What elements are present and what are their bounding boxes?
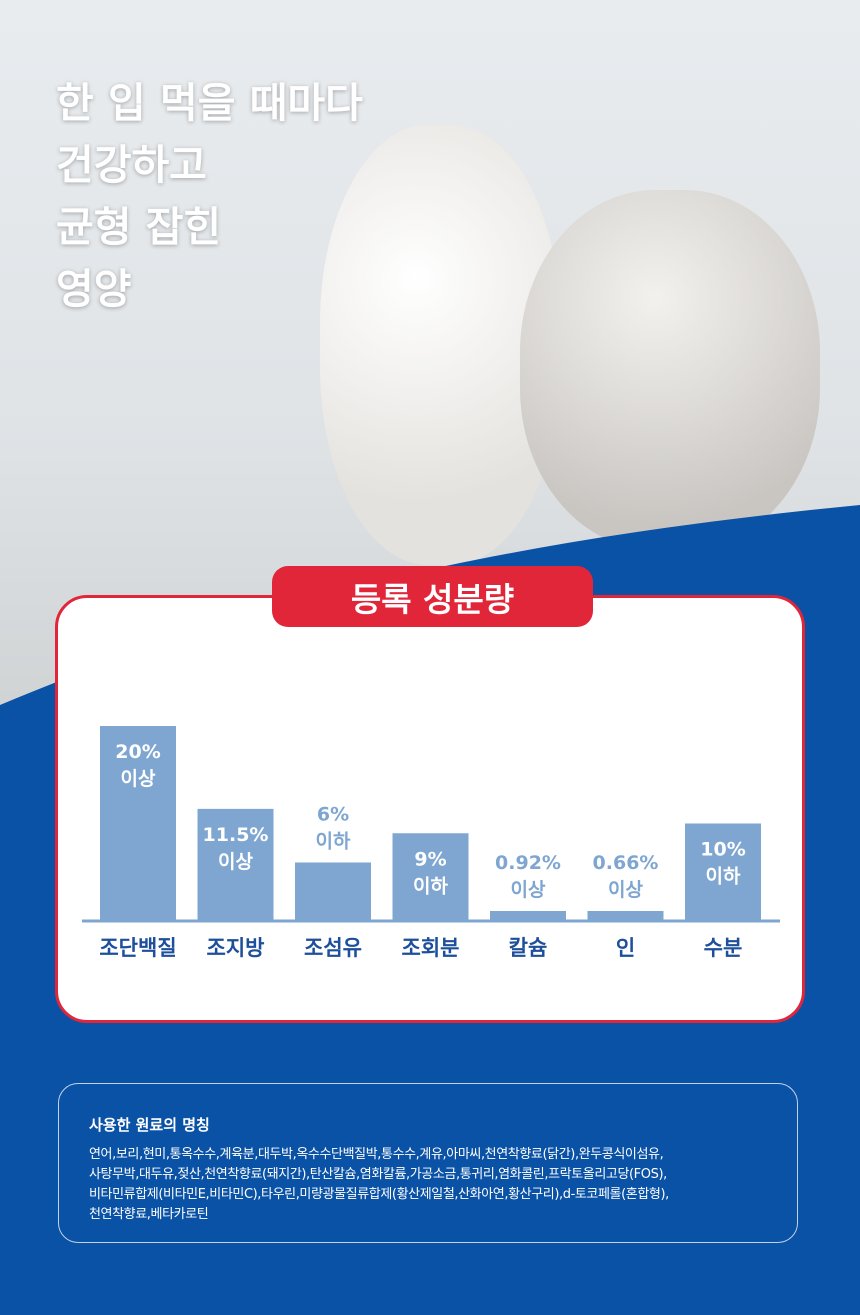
ingredients-line: 연어,보리,현미,통옥수수,계육분,대두박,옥수수단백질박,통수수,계유,아마씨… [89, 1147, 664, 1162]
headline-line: 건강하고 [56, 141, 207, 189]
headline-line: 한 입 먹을 때마다 [56, 79, 363, 127]
nutrient-card [55, 595, 805, 1023]
ingredients-line: 사탕무박,대두유,젖산,천연착향료(돼지간),탄산칼슘,염화칼륨,가공소금,통귀… [89, 1167, 667, 1182]
section-title: 등록 성분량 [272, 566, 593, 627]
headline: 한 입 먹을 때마다 건강하고 균형 잡힌 영양 [56, 72, 363, 320]
ingredients-title: 사용한 원료의 명칭 [89, 1116, 210, 1134]
headline-line: 균형 잡힌 [56, 203, 222, 251]
ingredients-line: 비타민류합제(비타민E,비타민C),타우린,미량광물질류합제(황산제일철,산화아… [89, 1187, 669, 1202]
headline-line: 영양 [56, 265, 132, 313]
ingredients-text: 연어,보리,현미,통옥수수,계육분,대두박,옥수수단백질박,통수수,계유,아마씨… [89, 1145, 767, 1225]
ingredients-box: 사용한 원료의 명칭 연어,보리,현미,통옥수수,계육분,대두박,옥수수단백질박… [58, 1083, 798, 1243]
ingredients-line: 천연착향료,베타카로틴 [89, 1207, 209, 1222]
cat-image [520, 190, 820, 550]
